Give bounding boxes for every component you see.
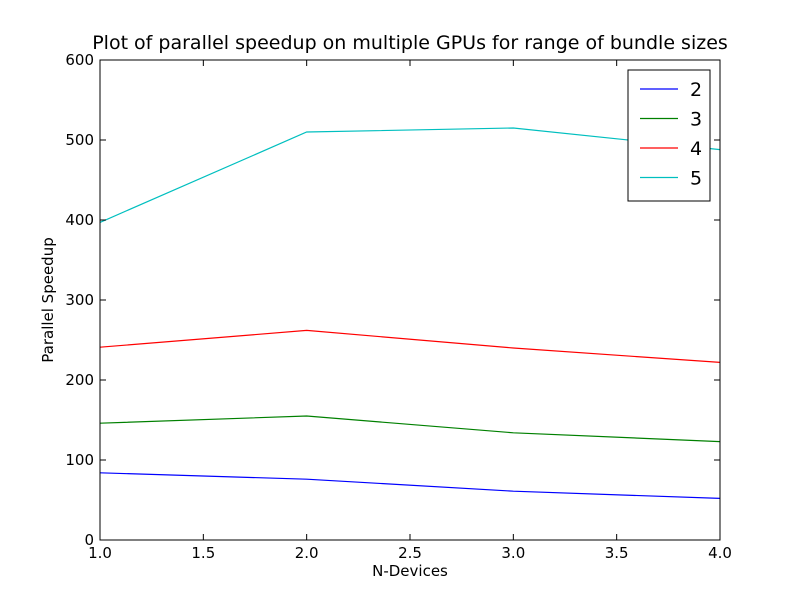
y-tick-label: 200 <box>65 371 94 389</box>
series-line-3 <box>99 415 721 443</box>
legend-box <box>627 69 711 202</box>
x-tick-label: 2.5 <box>398 544 422 562</box>
x-tick-label: 4.0 <box>708 544 732 562</box>
x-tick-label: 2.0 <box>295 544 319 562</box>
x-tick-label: 3.5 <box>605 544 629 562</box>
legend-label-5: 5 <box>690 168 702 190</box>
y-tick-label: 500 <box>65 131 94 149</box>
y-tick-label: 600 <box>65 51 94 69</box>
legend-label-4: 4 <box>690 138 702 160</box>
y-tick-label: 400 <box>65 211 94 229</box>
plot-area <box>99 127 721 499</box>
series-line-2 <box>99 472 721 499</box>
series-line-5 <box>99 127 721 223</box>
series-line-4 <box>99 329 721 363</box>
x-tick-label: 1.0 <box>88 544 112 562</box>
y-tick-label: 0 <box>84 531 94 549</box>
legend-label-2: 2 <box>690 79 702 101</box>
chart-title: Plot of parallel speedup on multiple GPU… <box>92 32 728 54</box>
x-tick-label: 1.5 <box>191 544 215 562</box>
legend-label-3: 3 <box>690 109 702 131</box>
y-tick-label: 300 <box>65 291 94 309</box>
y-axis-label: Parallel Speedup <box>39 237 57 362</box>
x-axis-label: N-Devices <box>372 562 448 580</box>
axis-ticks: 1.0 1.5 2.0 2.5 3.0 3.5 4.0 0 100 200 300 400 500 600 <box>65 51 732 562</box>
y-tick-label: 100 <box>65 451 94 469</box>
x-tick-label: 3.0 <box>501 544 525 562</box>
legend: 2 3 4 5 <box>627 69 711 202</box>
